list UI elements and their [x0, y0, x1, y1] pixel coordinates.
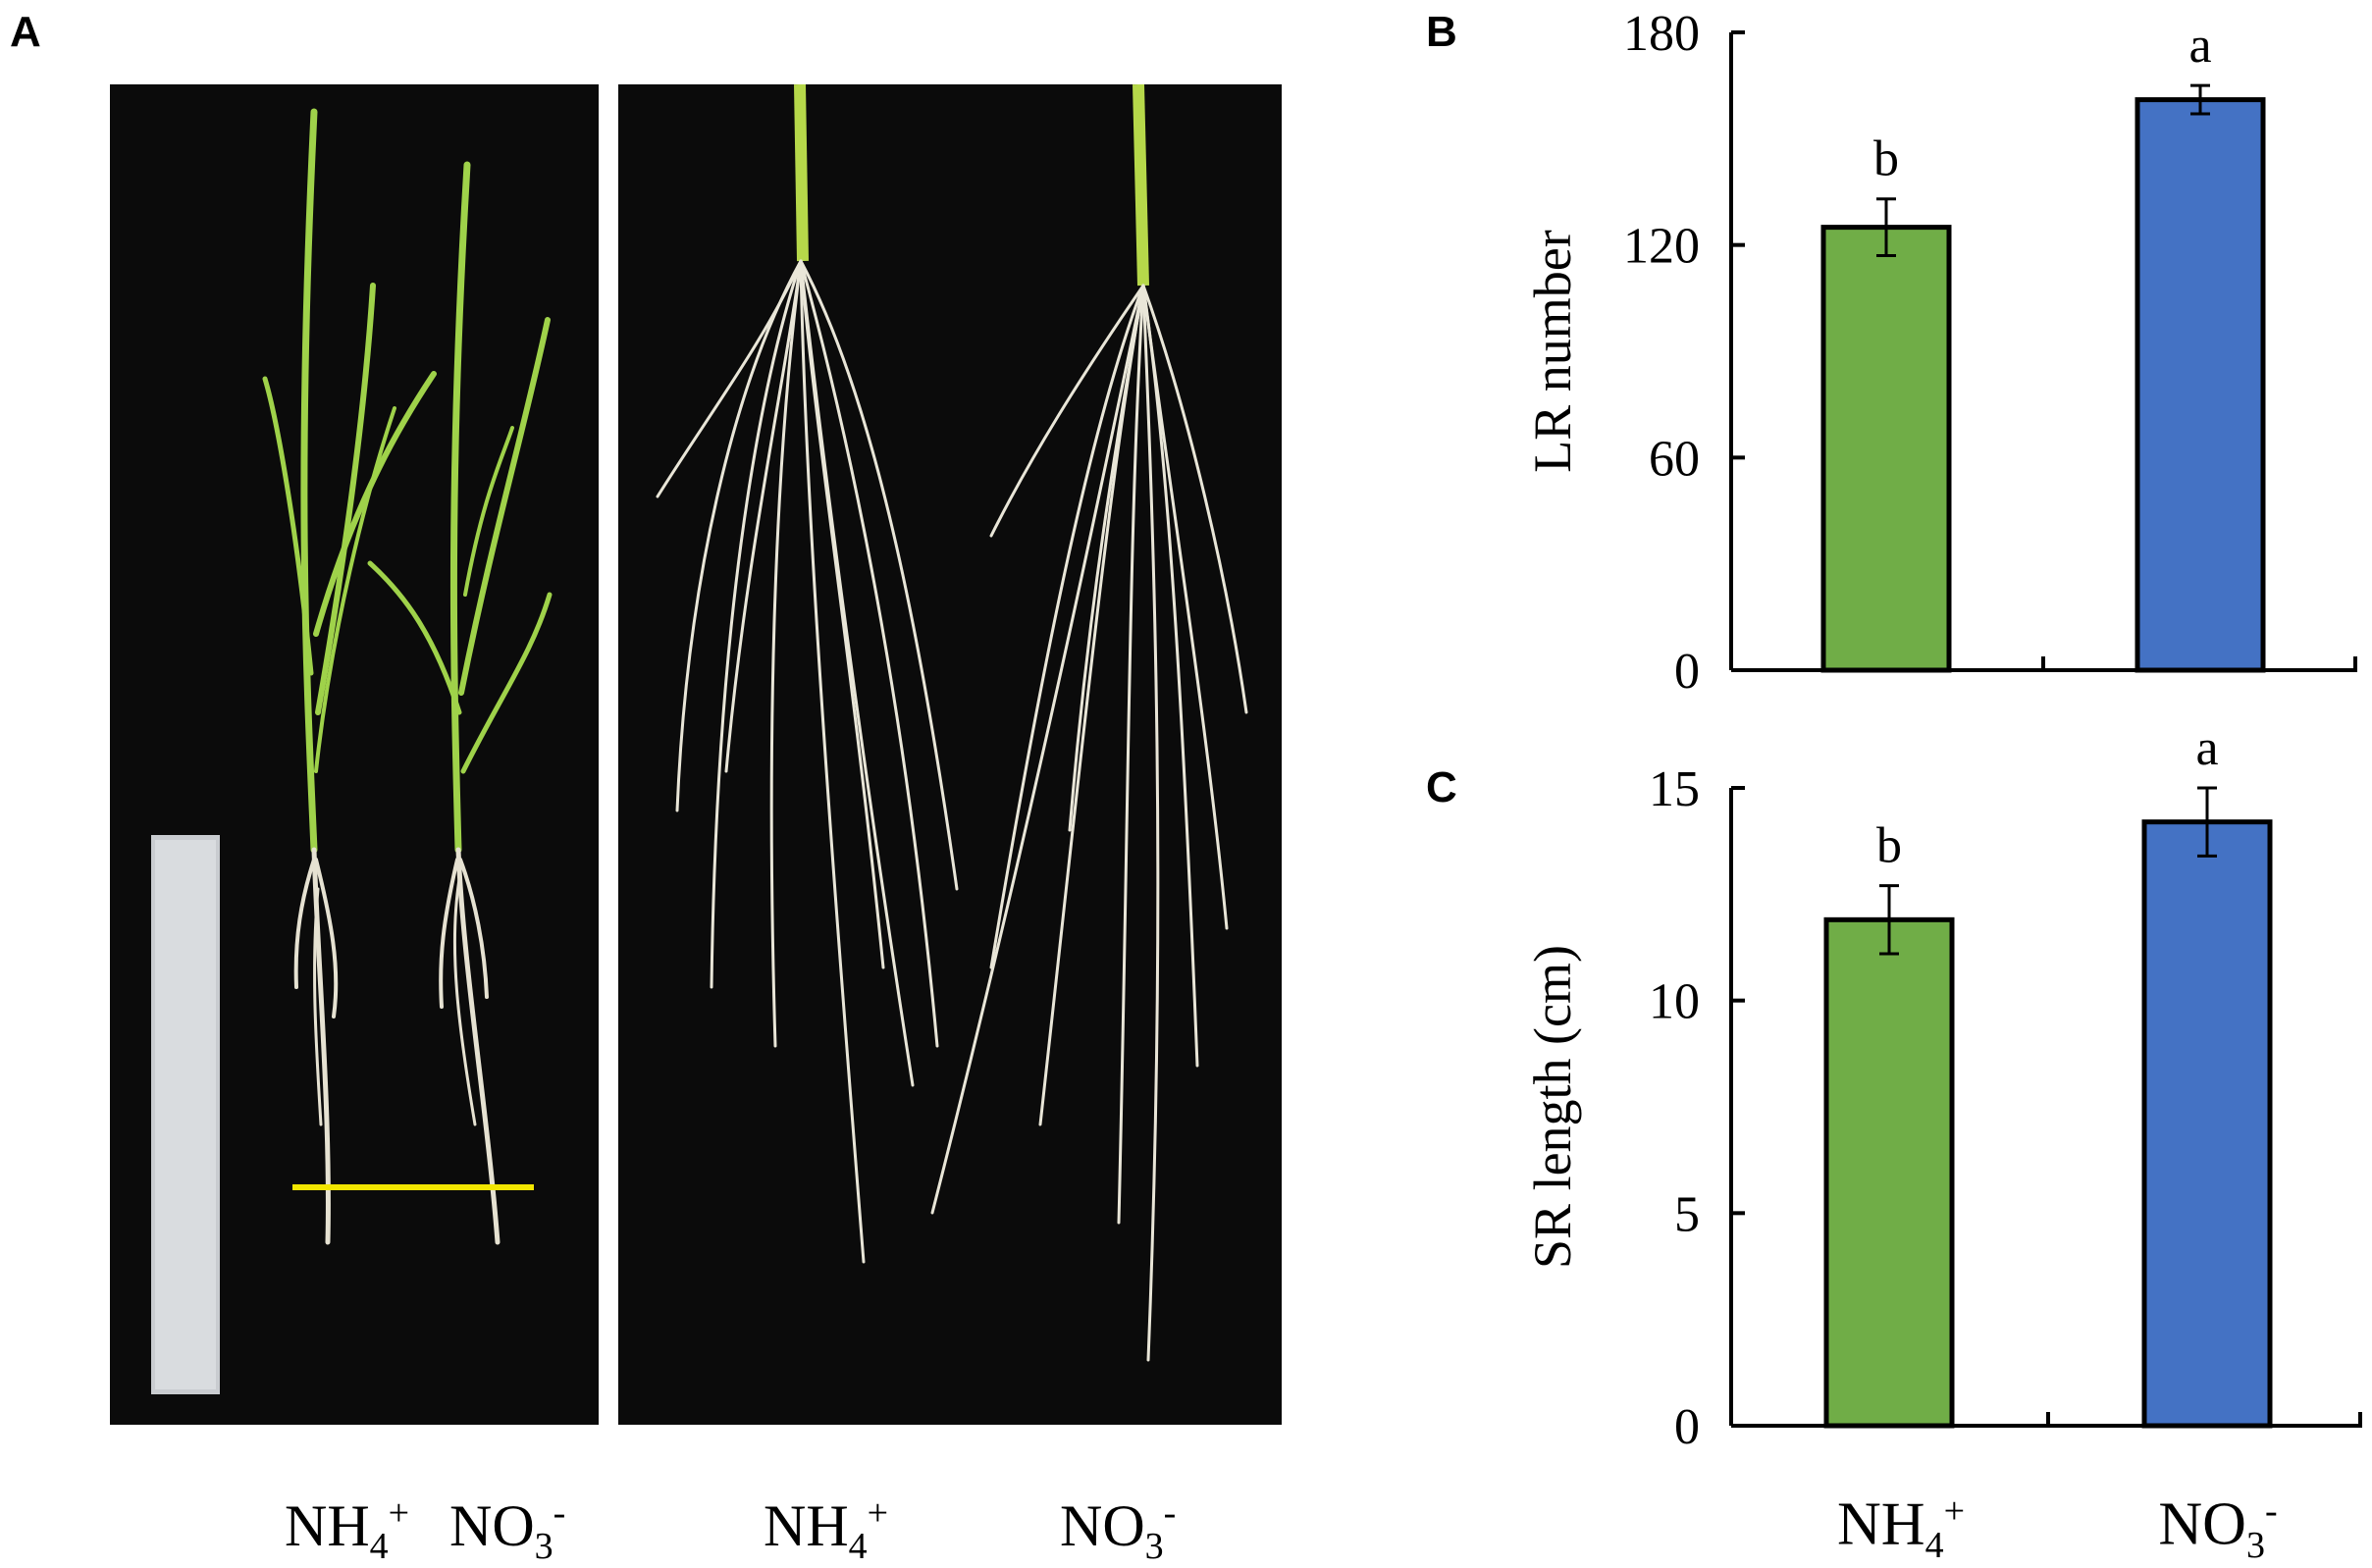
y-tick-label: 10 [1649, 974, 1700, 1030]
label-sub: 4 [848, 1526, 868, 1567]
label-sup: - [2264, 1490, 2278, 1532]
y-tick-label: 0 [1674, 644, 1700, 700]
y-tick-label: 0 [1674, 1399, 1700, 1455]
y-tick-label: 180 [1623, 6, 1700, 62]
label-base: NH [285, 1493, 370, 1558]
y-axis-label: LR number [1523, 230, 1582, 472]
y-tick-label: 120 [1623, 219, 1700, 275]
bar-no3 [2135, 97, 2266, 673]
label-sub: 3 [2245, 1525, 2265, 1567]
panel-label-b: B [1426, 8, 1457, 56]
label-sup: - [553, 1492, 566, 1534]
photo-seedlings [110, 84, 599, 1425]
photo-label-right-nh4: NH4+ [764, 1491, 888, 1568]
panel-label-a: A [10, 8, 41, 56]
label-sup: + [867, 1492, 889, 1534]
y-tick-label: 5 [1674, 1186, 1700, 1242]
label-base: NO [2158, 1490, 2246, 1558]
label-base: NH [1837, 1490, 1925, 1558]
x-label-nh4: NH4+ [1837, 1490, 1965, 1567]
roots-illustration [656, 84, 1248, 1362]
label-sub: 3 [534, 1526, 553, 1567]
label-sub: 4 [369, 1526, 389, 1567]
seedling-roots [293, 847, 501, 1245]
root-stems [794, 84, 1149, 287]
root-nh4 [656, 259, 959, 1264]
chart-b: 0 60 120 180 LR number b a [1523, 6, 2357, 700]
bar-nh4 [1823, 916, 1955, 1429]
label-sup: + [1943, 1490, 1965, 1532]
label-sup: - [1163, 1492, 1177, 1534]
bar-nh4 [1820, 225, 1952, 673]
y-tick-label: 15 [1649, 761, 1700, 817]
significance-letter: a [2195, 720, 2218, 776]
photo-label-left-nh4: NH4+ [285, 1491, 409, 1568]
seedling-no3-shoot [367, 161, 553, 854]
root-no3 [930, 284, 1248, 1362]
significance-letter: b [1873, 131, 1899, 187]
bar-charts: 0 60 120 180 LR number b a 0 5 10 15 SR length (cm)… [1523, 6, 2362, 1455]
x-label-no3: NO3- [2158, 1490, 2277, 1567]
y-tick-label: 60 [1649, 431, 1700, 487]
label-sub: 4 [1924, 1525, 1944, 1567]
y-axis-label: SR length (cm) [1523, 945, 1582, 1269]
panel-label-c: C [1426, 763, 1457, 811]
bar-no3 [2141, 819, 2273, 1429]
photo-label-left-no3: NO3- [449, 1491, 565, 1568]
seedling-nh4-shoot [262, 108, 437, 854]
label-base: NH [764, 1493, 849, 1558]
seedlings-illustration [151, 108, 553, 1394]
chart-c: 0 5 10 15 SR length (cm) b a [1523, 720, 2362, 1455]
photo-root-systems [618, 84, 1282, 1425]
photo-label-right-no3: NO3- [1060, 1491, 1176, 1568]
label-base: NO [1060, 1493, 1145, 1558]
significance-letter: b [1876, 818, 1902, 874]
label-base: NO [449, 1493, 535, 1558]
significance-letter: a [2188, 18, 2211, 74]
label-sup: + [388, 1492, 410, 1534]
label-sub: 3 [1144, 1526, 1164, 1567]
